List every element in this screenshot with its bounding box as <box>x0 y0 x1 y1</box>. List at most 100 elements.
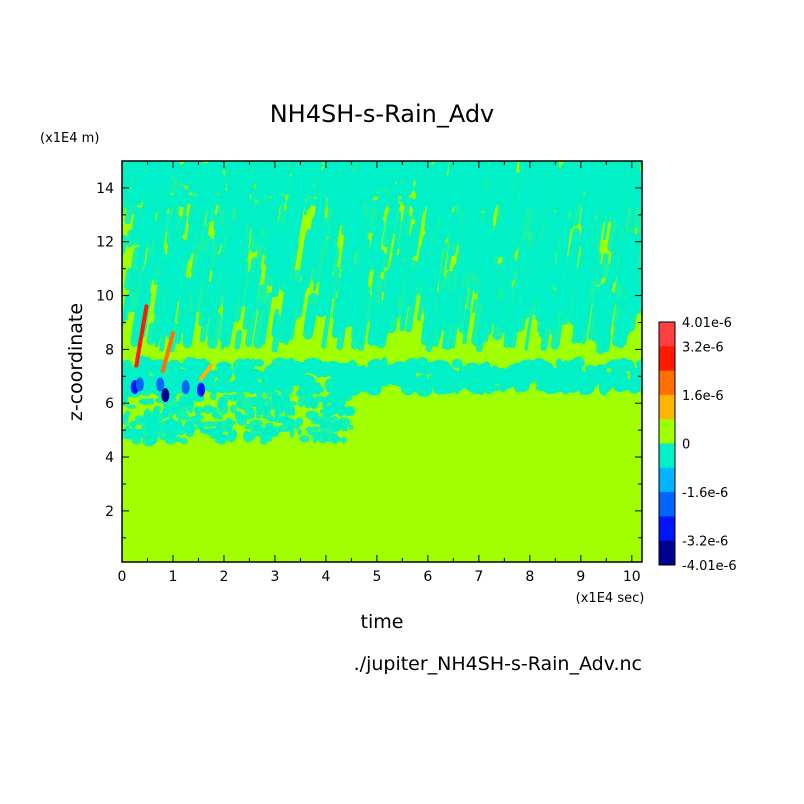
field-cell <box>253 359 265 367</box>
field-cell <box>310 204 320 244</box>
field-cell <box>175 429 182 434</box>
field-cell <box>331 415 338 423</box>
field-cell <box>355 382 365 392</box>
field-cell <box>183 421 195 428</box>
field-cell <box>178 396 185 409</box>
field-cell <box>342 172 355 177</box>
field-cell <box>291 193 300 203</box>
field-cell <box>253 303 269 349</box>
field-cell <box>600 380 608 396</box>
field-cell <box>250 358 257 369</box>
field-cell <box>299 391 311 396</box>
chart-title: NH4SH-s-Rain_Adv <box>270 100 495 128</box>
field-cell <box>249 200 265 253</box>
y-axis-ticks: 2 4 6 8 10 12 14 <box>96 160 642 539</box>
field-cell <box>189 358 201 375</box>
field-cell <box>342 305 355 328</box>
field-cell <box>365 184 372 194</box>
field-cell <box>409 224 416 240</box>
x-tick-label: 8 <box>525 569 534 585</box>
field-cell <box>453 379 462 395</box>
field-cell <box>131 207 145 246</box>
field-cell <box>350 317 363 350</box>
field-cell <box>206 175 212 185</box>
y-tick-label: 8 <box>105 342 114 358</box>
colorbar-swatch <box>659 346 675 372</box>
field-cell <box>146 322 157 346</box>
field-cell <box>244 423 252 430</box>
field-cell <box>532 165 540 170</box>
field-cell <box>547 167 555 179</box>
field-cell <box>503 178 509 190</box>
field-cell <box>263 224 279 268</box>
field-cell <box>413 185 426 193</box>
field-cell <box>617 357 630 374</box>
field-cell <box>365 247 374 274</box>
field-cell <box>571 362 579 372</box>
field-cell <box>580 300 593 344</box>
field-cell <box>551 197 556 203</box>
field-cell <box>375 248 385 268</box>
field-cell <box>393 201 401 211</box>
field-cell <box>576 196 590 204</box>
field-cell <box>503 161 515 172</box>
field-cell <box>616 197 627 207</box>
field-cell <box>279 381 290 395</box>
field-cell <box>618 189 630 199</box>
field-cell <box>460 375 473 388</box>
field-cell <box>246 201 259 228</box>
field-cell <box>451 358 463 369</box>
field-cell <box>426 198 433 206</box>
field-cell <box>385 306 399 334</box>
field-cell <box>607 194 613 204</box>
field-cell <box>508 258 518 282</box>
field-cell <box>326 422 336 429</box>
field-cell <box>134 175 141 187</box>
field-cell <box>197 280 214 328</box>
field-cell <box>549 210 561 263</box>
field-cell <box>194 262 211 313</box>
colorbar-swatch <box>659 419 675 444</box>
field-cell <box>531 241 547 292</box>
colorbar-swatch <box>659 322 675 347</box>
field-cell <box>159 161 166 166</box>
field-cell <box>446 199 456 208</box>
field-cell <box>317 217 328 249</box>
field-cell <box>171 172 181 179</box>
field-cell <box>357 293 372 352</box>
field-cell <box>636 200 641 207</box>
field-cell <box>601 165 613 172</box>
colorbar-swatch <box>659 443 675 469</box>
field-cell <box>405 161 413 171</box>
field-cell <box>522 273 537 310</box>
field-cell <box>279 231 296 284</box>
field-cell <box>587 291 601 341</box>
source-file-label: ./jupiter_NH4SH-s-Rain_Adv.nc <box>354 653 642 675</box>
x-tick-label: 4 <box>321 569 330 585</box>
field-cell <box>122 392 128 404</box>
field-cell <box>231 385 244 393</box>
y-tick-label: 4 <box>105 450 114 466</box>
field-cell <box>123 372 137 379</box>
field-cell <box>510 161 518 170</box>
x-tick-label: 0 <box>118 569 127 585</box>
field-cell <box>385 161 398 171</box>
field-cell <box>594 312 606 345</box>
field-cell <box>249 385 255 395</box>
field-cell <box>483 380 495 395</box>
field-cell <box>472 200 482 209</box>
field-cell <box>553 165 561 178</box>
field-cell <box>436 283 450 339</box>
field-cell <box>328 386 342 391</box>
field-cell <box>262 384 267 392</box>
field-cell <box>293 364 306 373</box>
field-cell <box>166 359 182 372</box>
field-cell <box>600 253 609 279</box>
field-cell <box>608 179 616 189</box>
colorbar-label: -4.01e-6 <box>682 559 737 574</box>
field-cell <box>126 404 137 409</box>
field-cell <box>561 360 569 374</box>
field-cell <box>199 251 206 272</box>
field-cell <box>367 384 382 394</box>
